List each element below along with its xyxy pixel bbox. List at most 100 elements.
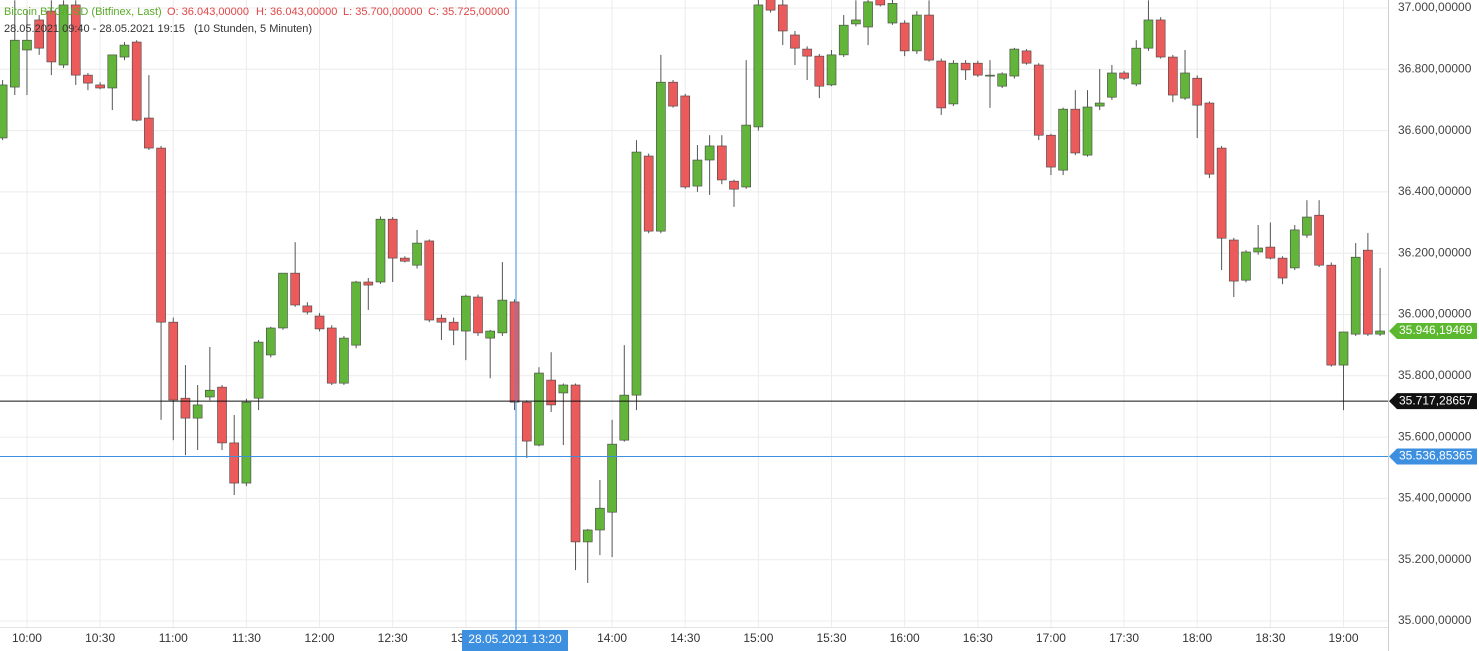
candle-body	[412, 242, 422, 266]
candle-body	[656, 81, 666, 232]
candle-body	[1046, 134, 1056, 168]
candle-body	[704, 145, 715, 161]
labels: 35.000,00000 35.200,00000 35.400,00000 35.6…	[12, 0, 1477, 645]
candle-body	[168, 321, 179, 401]
candle-body	[1363, 249, 1373, 335]
candle-body	[802, 48, 812, 57]
candle-body	[753, 4, 764, 128]
candle-body	[448, 321, 459, 331]
x-tick-label: 14:00	[597, 631, 627, 645]
candle-body	[960, 62, 971, 71]
y-tick-label: 36.800,00000	[1398, 61, 1472, 75]
candle-body	[375, 218, 386, 283]
candle-body	[692, 159, 703, 187]
y-tick-label: 36.000,00000	[1398, 307, 1472, 321]
candle-body	[948, 62, 959, 105]
price-marker	[1389, 322, 1477, 339]
candle-body	[680, 95, 691, 188]
candle-body	[1289, 229, 1300, 269]
candle-body	[643, 155, 654, 232]
candle-body	[1070, 108, 1081, 154]
candle-body	[253, 341, 264, 399]
candle-body	[1302, 216, 1312, 236]
price-marker-label: 35.536,85365	[1399, 449, 1473, 463]
y-tick-label: 36.200,00000	[1398, 245, 1472, 259]
candle-body	[107, 54, 118, 89]
candle-body	[387, 218, 398, 259]
candle-body	[1192, 77, 1203, 106]
y-tick-label: 35.000,00000	[1398, 613, 1472, 627]
candle-body	[473, 296, 483, 334]
candle-body	[1228, 239, 1239, 282]
y-tick-label: 36.600,00000	[1398, 123, 1472, 137]
candle-body	[1094, 102, 1105, 107]
y-tick-label: 35.800,00000	[1398, 368, 1472, 382]
candle-body	[497, 299, 508, 334]
y-tick-label: 35.600,00000	[1398, 429, 1472, 443]
overlay	[0, 400, 1388, 457]
candle-body	[424, 240, 435, 321]
candle-body	[0, 84, 8, 139]
candle-body	[997, 73, 1007, 87]
candle-body	[217, 386, 227, 444]
candle-body	[351, 281, 361, 346]
price-marker	[1389, 393, 1477, 410]
ohlc-open: O: 36.043,00000	[167, 6, 249, 18]
candle-body	[46, 10, 57, 63]
x-tick-label: 11:30	[232, 631, 261, 645]
candle-body	[521, 401, 532, 442]
candle-body	[875, 0, 886, 6]
y-tick-label: 36.400,00000	[1398, 184, 1472, 198]
x-tick-label: 10:00	[12, 631, 42, 645]
candle-body	[326, 327, 337, 384]
x-tick-label: 16:00	[890, 631, 920, 645]
candle-body	[814, 55, 825, 87]
candle-body	[265, 327, 276, 356]
candle-body	[899, 22, 910, 52]
candle-body	[582, 529, 593, 543]
candle-body	[1168, 56, 1178, 96]
candle-body	[1107, 72, 1117, 98]
candle-body	[229, 442, 240, 484]
x-tick-label: 11:00	[159, 631, 188, 645]
candle-body	[546, 379, 556, 406]
candle-body	[1204, 102, 1215, 175]
candle-body	[192, 404, 203, 419]
candle-body	[1180, 72, 1190, 99]
candle-body	[1241, 251, 1251, 281]
candle-body	[1058, 108, 1068, 171]
price-marker-label: 35.717,28657	[1399, 393, 1473, 407]
candle-body	[1131, 47, 1142, 85]
candle-body	[924, 14, 934, 61]
crosshair-label-bg	[462, 630, 568, 651]
candle-body	[668, 81, 678, 107]
candle-body	[180, 397, 191, 419]
candle-body	[131, 41, 142, 121]
candle-body	[741, 124, 751, 188]
candle-body	[887, 3, 898, 24]
candle-body	[9, 39, 20, 88]
candle-body	[1326, 264, 1337, 366]
candles	[0, 0, 1385, 583]
candle-body	[58, 4, 69, 66]
crosshair-label: 28.05.2021 13:20	[468, 632, 562, 646]
subtitle: 28.05.2021 09:40 - 28.05.2021 19:15	[4, 23, 185, 35]
candle-body	[400, 257, 410, 262]
candle-body	[912, 14, 922, 52]
price-marker-label: 35.946,19469	[1399, 323, 1473, 337]
candle-body	[863, 1, 873, 28]
x-tick-label: 12:30	[378, 631, 408, 645]
candle-body	[1350, 256, 1361, 335]
candle-body	[1375, 330, 1385, 335]
grid	[0, 0, 1388, 627]
ohlc-high: H: 36.043,00000	[256, 6, 337, 18]
candle-body	[22, 39, 32, 51]
candle-body	[461, 295, 471, 332]
candle-body	[1143, 19, 1154, 49]
candle-body	[156, 147, 166, 323]
candle-body	[777, 4, 788, 32]
x-tick-label: 16:30	[963, 631, 993, 645]
y-tick-label: 37.000,00000	[1398, 0, 1472, 14]
candle-body	[631, 151, 642, 396]
